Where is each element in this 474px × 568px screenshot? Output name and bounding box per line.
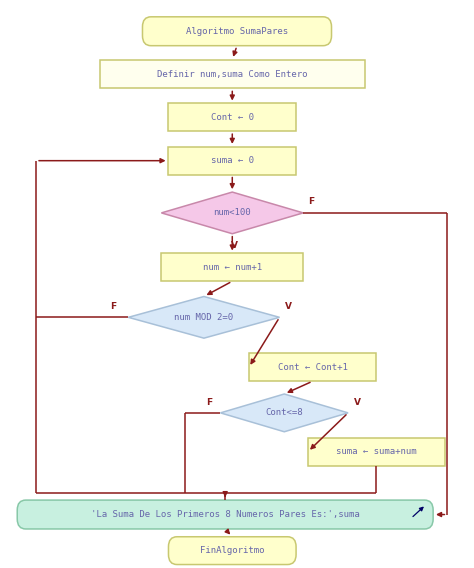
Text: FinAlgoritmo: FinAlgoritmo: [200, 546, 264, 555]
Text: suma ← suma+num: suma ← suma+num: [336, 447, 417, 456]
Polygon shape: [220, 394, 348, 432]
FancyBboxPatch shape: [168, 537, 296, 565]
Bar: [161, 253, 303, 281]
Text: 'La Suma De Los Primeros 8 Numeros Pares Es:',suma: 'La Suma De Los Primeros 8 Numeros Pares…: [91, 510, 360, 519]
Text: Cont<=8: Cont<=8: [265, 408, 303, 417]
Text: F: F: [110, 302, 117, 311]
Bar: [168, 147, 296, 174]
FancyBboxPatch shape: [17, 500, 433, 529]
Text: num<100: num<100: [213, 208, 251, 218]
Bar: [249, 353, 376, 381]
Bar: [168, 103, 296, 131]
Bar: [100, 60, 365, 89]
Bar: [308, 438, 445, 466]
Text: V: V: [285, 302, 292, 311]
Text: V: V: [354, 398, 361, 407]
Polygon shape: [161, 192, 303, 233]
Text: num MOD 2=0: num MOD 2=0: [174, 313, 234, 322]
Text: V: V: [231, 241, 238, 250]
Text: Cont ← Cont+1: Cont ← Cont+1: [278, 363, 347, 372]
Text: F: F: [206, 398, 212, 407]
Text: Algoritmo SumaPares: Algoritmo SumaPares: [186, 27, 288, 36]
Text: F: F: [308, 197, 314, 206]
Text: suma ← 0: suma ← 0: [211, 156, 254, 165]
Text: num ← num+1: num ← num+1: [203, 263, 262, 272]
Text: Definir num,suma Como Entero: Definir num,suma Como Entero: [157, 69, 308, 78]
Text: Cont ← 0: Cont ← 0: [211, 113, 254, 122]
Polygon shape: [128, 296, 280, 338]
FancyBboxPatch shape: [143, 17, 331, 45]
